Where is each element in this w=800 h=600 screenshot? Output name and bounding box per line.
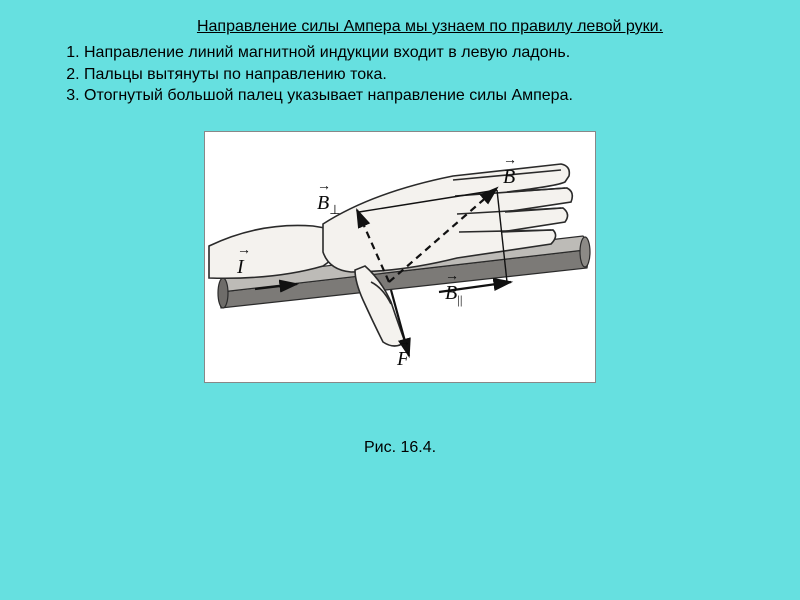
label-F: F: [397, 348, 409, 371]
list-item: Направление линий магнитной индукции вхо…: [84, 42, 760, 64]
slide-title: Направление силы Ампера мы узнаем по пра…: [100, 18, 760, 36]
diagram-left-hand-rule: I B⊥ B B|| F: [204, 131, 596, 383]
label-B-parallel: B||: [445, 282, 462, 308]
rules-list: Направление линий магнитной индукции вхо…: [64, 42, 760, 107]
figure-caption: Рис. 16.4.: [40, 439, 760, 457]
list-item: Отогнутый большой палец указывает направ…: [84, 85, 760, 107]
label-B: B: [503, 166, 515, 189]
list-item: Пальцы вытянуты по направлению тока.: [84, 64, 760, 86]
label-I: I: [237, 256, 244, 279]
label-B-perp: B⊥: [317, 192, 341, 218]
